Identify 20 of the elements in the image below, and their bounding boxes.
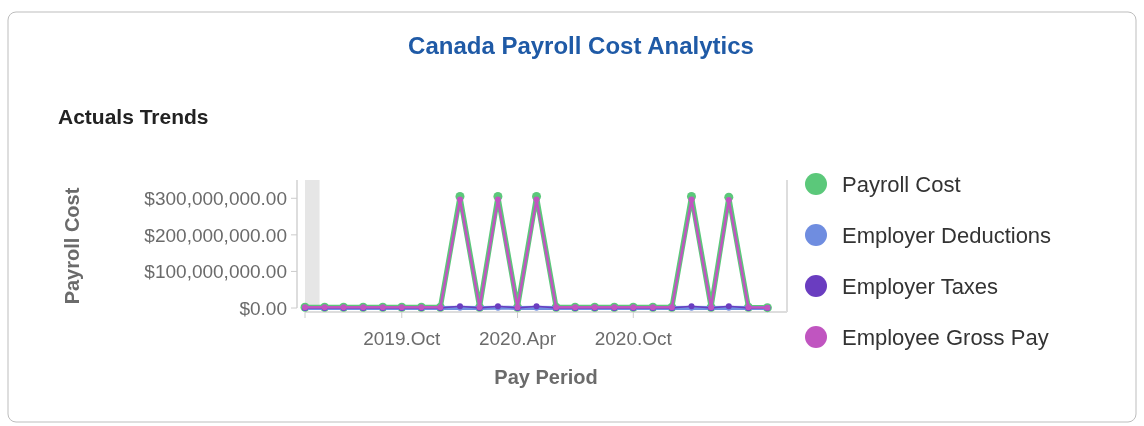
- x-tick-label: 2019.Oct: [363, 328, 442, 349]
- y-tick-label: $200,000,000.00: [144, 224, 287, 246]
- y-axis-title: Payroll Cost: [61, 187, 83, 305]
- y-tick-label: $0.00: [239, 297, 287, 319]
- chart-title: Canada Payroll Cost Analytics: [408, 32, 754, 59]
- y-tick-label: $100,000,000.00: [144, 261, 287, 283]
- point: [725, 197, 732, 204]
- legend-label: Employee Gross Pay: [842, 324, 1049, 350]
- y-tick-label: $300,000,000.00: [144, 187, 287, 209]
- point: [456, 196, 463, 203]
- x-axis-title: Pay Period: [494, 366, 598, 388]
- point: [533, 196, 540, 203]
- legend-label: Employer Deductions: [842, 222, 1052, 248]
- x-tick-label: 2020.Oct: [594, 328, 673, 349]
- x-tick-label: 2020.Apr: [478, 328, 557, 349]
- legend-label: Payroll Cost: [842, 171, 961, 197]
- point: [688, 196, 695, 203]
- text: Actuals Trends: [58, 105, 209, 128]
- point: [494, 196, 501, 203]
- legend-label: Employer Taxes: [842, 273, 999, 299]
